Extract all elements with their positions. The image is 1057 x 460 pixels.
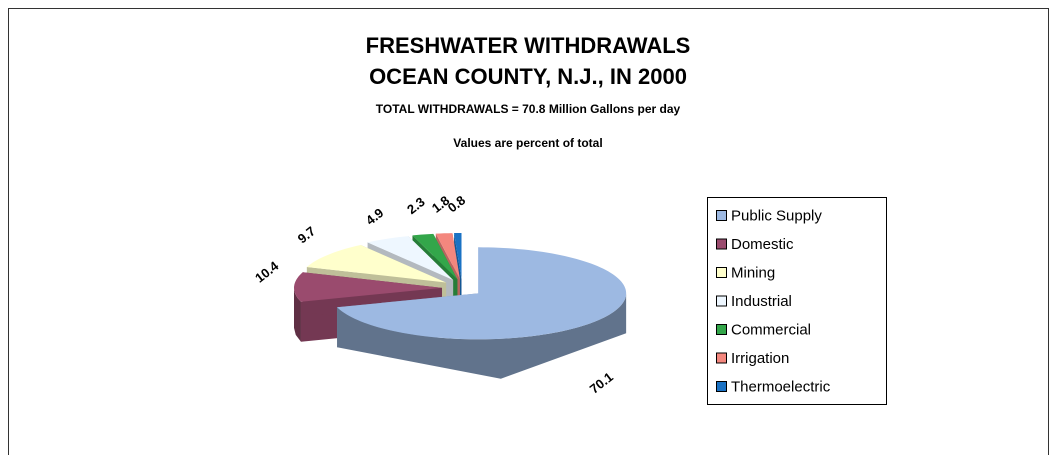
slice-top [306, 245, 447, 283]
chart-title: FRESHWATER WITHDRAWALS [366, 33, 691, 58]
annotation: Values are percent of total [453, 136, 602, 150]
legend-swatch [716, 324, 727, 335]
legend-label: Domestic [731, 236, 794, 253]
legend-label: Industrial [731, 293, 792, 310]
legend-box [707, 197, 887, 405]
slice-wall [337, 293, 627, 379]
slice-top [367, 236, 454, 280]
legend-swatch [716, 381, 727, 392]
chart-subtitle: TOTAL WITHDRAWALS = 70.8 Million Gallons… [376, 102, 681, 116]
slice-top [337, 247, 627, 340]
legend-label: Irrigation [731, 350, 789, 367]
legend-swatch [716, 210, 727, 221]
slice-top [412, 233, 458, 280]
legend-swatch [716, 238, 727, 250]
slice-wall [294, 287, 301, 342]
legend-swatch [716, 352, 727, 364]
legend: Public Supply Domestic Mining Industrial Com… [707, 197, 887, 405]
slice-top [294, 272, 443, 302]
chart-title: OCEAN COUNTY, N.J., IN 2000 [369, 64, 687, 89]
legend-swatch [716, 295, 727, 307]
pie: 70.110.49.74.9 2.3 1.80.8 [252, 192, 627, 397]
slice-top [454, 233, 462, 280]
pie-slice [337, 247, 627, 379]
legend-swatch [716, 267, 727, 278]
slice-top [435, 233, 460, 280]
legend-label: Mining [731, 264, 775, 281]
legend-label: Thermoelectric [731, 378, 831, 395]
legend-label: Commercial [731, 321, 811, 338]
legend-label: Public Supply [731, 207, 822, 224]
